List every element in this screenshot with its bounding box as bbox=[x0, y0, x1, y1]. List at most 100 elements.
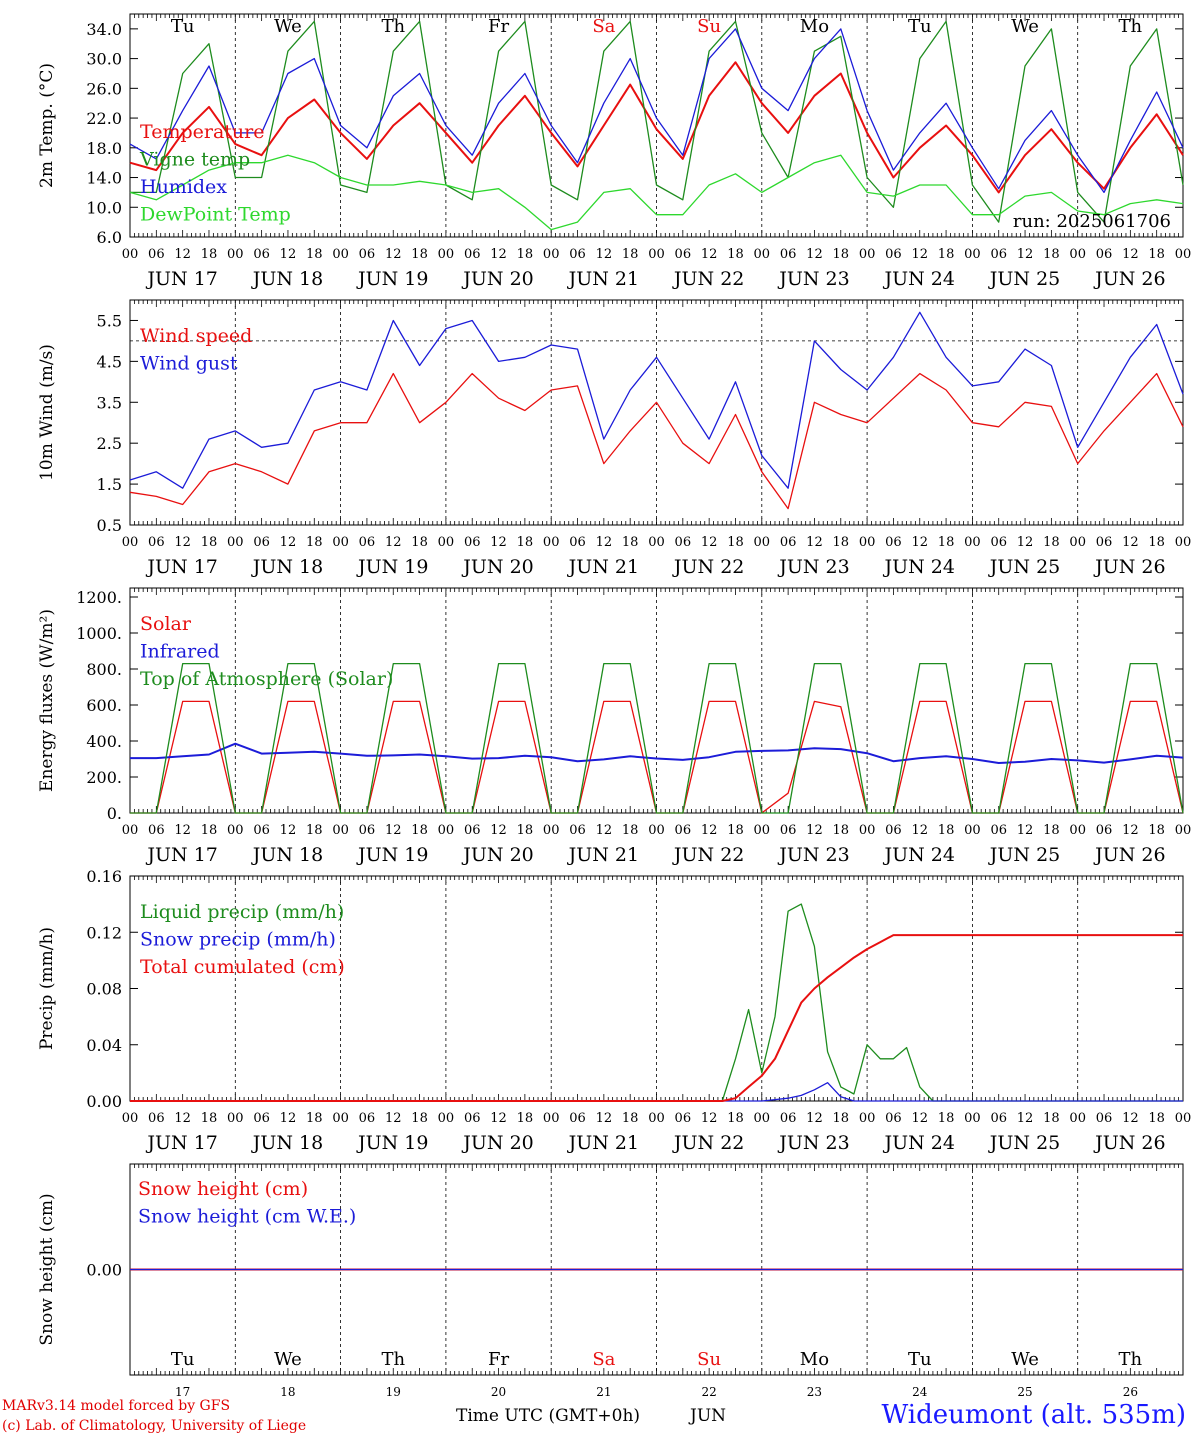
hour-label: 06 bbox=[885, 1111, 902, 1126]
hour-label: 06 bbox=[359, 247, 376, 262]
y-tick-label: 0.5 bbox=[97, 516, 122, 535]
lab-credit: (c) Lab. of Climatology, University of L… bbox=[2, 1418, 307, 1434]
hour-label: 00 bbox=[1175, 247, 1192, 262]
hour-label: 18 bbox=[1043, 1111, 1060, 1126]
legend-entry: Vigne temp bbox=[139, 149, 250, 171]
day-number: 24 bbox=[912, 1385, 928, 1399]
hour-label: 18 bbox=[727, 823, 744, 838]
y-tick-label: 600. bbox=[86, 696, 122, 715]
y-tick-label: 0. bbox=[107, 804, 122, 823]
hour-label: 18 bbox=[306, 247, 323, 262]
run-annotation: run: 2025061706 bbox=[1013, 211, 1171, 232]
hour-label: 06 bbox=[148, 1111, 165, 1126]
hour-label: 18 bbox=[938, 247, 955, 262]
hour-label: 06 bbox=[359, 823, 376, 838]
hour-label: 12 bbox=[701, 823, 718, 838]
hour-label: 18 bbox=[727, 535, 744, 550]
legend-entry: Total cumulated (cm) bbox=[140, 956, 345, 978]
hour-label: 06 bbox=[359, 1111, 376, 1126]
hour-label: 18 bbox=[201, 823, 218, 838]
hour-label: 12 bbox=[911, 823, 928, 838]
hour-label: 18 bbox=[517, 247, 534, 262]
hour-label: 06 bbox=[148, 247, 165, 262]
date-label: JUN 23 bbox=[777, 1132, 849, 1154]
day-name: We bbox=[274, 1349, 302, 1370]
day-number: 17 bbox=[175, 1385, 190, 1399]
y-tick-label: 0.08 bbox=[86, 980, 122, 999]
day-name: Fr bbox=[488, 16, 509, 37]
day-name: Tu bbox=[171, 1349, 195, 1370]
hour-label: 12 bbox=[1122, 535, 1139, 550]
hour-label: 00 bbox=[543, 535, 560, 550]
date-label: JUN 25 bbox=[988, 556, 1060, 578]
y-tick-label: 1.5 bbox=[97, 475, 122, 494]
hour-label: 06 bbox=[148, 823, 165, 838]
panel-1: 34.0 30.0 26.0 22.0 18.0 14.0 10.0 6.0 2m Temp. … bbox=[37, 13, 1192, 290]
hour-label: 00 bbox=[754, 823, 771, 838]
date-label: JUN 26 bbox=[1093, 556, 1165, 578]
hour-label: 12 bbox=[911, 1111, 928, 1126]
hour-label: 00 bbox=[754, 535, 771, 550]
hour-label: 18 bbox=[517, 1111, 534, 1126]
hour-label: 12 bbox=[280, 535, 297, 550]
hour-label: 00 bbox=[1175, 823, 1192, 838]
hour-label: 12 bbox=[911, 535, 928, 550]
date-label: JUN 18 bbox=[251, 556, 323, 578]
day-name: Sa bbox=[592, 16, 615, 37]
y-tick-label: 4.5 bbox=[97, 352, 122, 371]
legend-entry: Top of Atmosphere (Solar) bbox=[140, 668, 393, 690]
series-line bbox=[130, 20, 1184, 223]
hour-label: 00 bbox=[648, 247, 665, 262]
hour-label: 12 bbox=[490, 535, 507, 550]
hour-label: 00 bbox=[964, 535, 981, 550]
hour-label: 18 bbox=[622, 823, 639, 838]
hour-label: 12 bbox=[1017, 247, 1034, 262]
date-label: JUN 19 bbox=[356, 844, 428, 866]
hour-label: 06 bbox=[569, 823, 586, 838]
hour-label: 00 bbox=[1175, 535, 1192, 550]
date-label: JUN 18 bbox=[251, 1132, 323, 1154]
hour-label: 12 bbox=[490, 1111, 507, 1126]
hour-label: 12 bbox=[174, 535, 191, 550]
hour-label: 06 bbox=[569, 247, 586, 262]
hour-label: 12 bbox=[911, 247, 928, 262]
y-tick-label: 0.16 bbox=[86, 867, 122, 886]
hour-label: 00 bbox=[648, 535, 665, 550]
legend-entry: Solar bbox=[140, 613, 192, 635]
hour-label: 18 bbox=[622, 535, 639, 550]
date-label: JUN 22 bbox=[672, 556, 744, 578]
day-name: Su bbox=[697, 1349, 721, 1370]
date-label: JUN 19 bbox=[356, 556, 428, 578]
panel-5: 0.00 Snow height (cm) Snow height (cm) Snow… bbox=[37, 1163, 1184, 1399]
y-tick-label: 800. bbox=[86, 660, 122, 679]
hour-label: 18 bbox=[622, 1111, 639, 1126]
hour-label: 06 bbox=[780, 535, 797, 550]
hour-label: 06 bbox=[359, 535, 376, 550]
hour-label: 18 bbox=[1043, 247, 1060, 262]
series-line bbox=[130, 662, 1184, 814]
hour-label: 18 bbox=[411, 823, 428, 838]
date-label: JUN 19 bbox=[356, 268, 428, 290]
hour-label: 00 bbox=[122, 535, 139, 550]
y-axis-label: 2m Temp. (°C) bbox=[37, 63, 57, 188]
hour-label: 00 bbox=[859, 823, 876, 838]
date-label: JUN 21 bbox=[567, 556, 639, 578]
y-tick-label: 3.5 bbox=[97, 393, 122, 412]
hour-label: 00 bbox=[1175, 1111, 1192, 1126]
station-name: Wideumont (alt. 535m) bbox=[881, 1400, 1186, 1430]
hour-label: 18 bbox=[727, 1111, 744, 1126]
hour-label: 06 bbox=[1096, 1111, 1113, 1126]
day-number: 19 bbox=[386, 1385, 401, 1399]
date-label: JUN 22 bbox=[672, 844, 744, 866]
date-label: JUN 25 bbox=[988, 1132, 1060, 1154]
date-label: JUN 20 bbox=[461, 1132, 533, 1154]
hour-label: 06 bbox=[990, 1111, 1007, 1126]
day-name: Sa bbox=[592, 1349, 615, 1370]
y-tick-label: 22.0 bbox=[86, 109, 122, 128]
date-label: JUN 17 bbox=[145, 268, 217, 290]
hour-label: 06 bbox=[675, 1111, 692, 1126]
hour-label: 06 bbox=[464, 823, 481, 838]
hour-label: 00 bbox=[227, 823, 244, 838]
hour-label: 12 bbox=[806, 1111, 823, 1126]
date-label: JUN 21 bbox=[567, 268, 639, 290]
